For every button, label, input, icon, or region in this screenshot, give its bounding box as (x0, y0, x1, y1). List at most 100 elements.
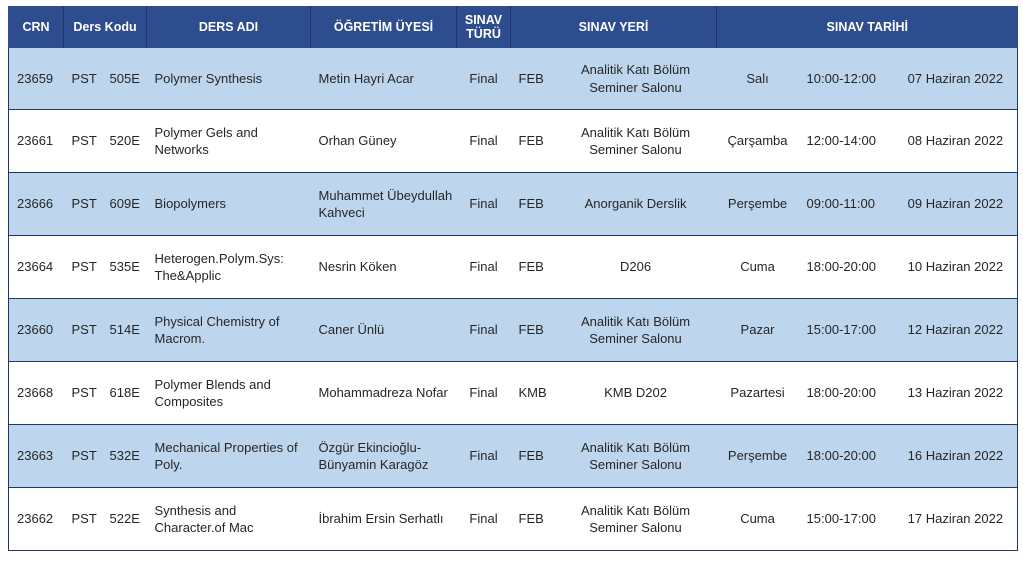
room-cell: Anorganik Derslik (554, 172, 717, 236)
course-name-cell: Polymer Synthesis (146, 48, 311, 110)
date-cell: 13 Haziran 2022 (888, 361, 1019, 425)
crn-cell: 23659 (8, 48, 64, 110)
exam-type-cell: Final (456, 172, 511, 236)
building-cell: FEB (510, 109, 555, 173)
exam-type-cell: Final (456, 487, 511, 551)
course-name-cell: Polymer Blends and Composites (146, 361, 311, 425)
table-row: 23659 PST 505E Polymer Synthesis Metin Hayri… (8, 48, 1019, 110)
instructor-cell: Metin Hayri Acar (310, 48, 457, 110)
day-cell: Perşembe (716, 172, 799, 236)
exam-schedule-table-wrapper: CRN Ders Kodu DERS ADI ÖĞRETİM ÜYESİ SIN… (8, 6, 1019, 551)
day-cell: Pazartesi (716, 361, 799, 425)
exam-type-cell: Final (456, 298, 511, 362)
crn-cell: 23662 (8, 487, 64, 551)
exam-type-cell: Final (456, 424, 511, 488)
header-ogretim-uyesi: ÖĞRETİM ÜYESİ (310, 6, 457, 48)
day-cell: Cuma (716, 487, 799, 551)
instructor-cell: Mohammadreza Nofar (310, 361, 457, 425)
header-sinav-turu: SINAV TÜRÜ (456, 6, 511, 48)
time-cell: 15:00-17:00 (798, 487, 889, 551)
exam-schedule-table: CRN Ders Kodu DERS ADI ÖĞRETİM ÜYESİ SIN… (8, 6, 1019, 551)
course-prefix-cell: PST (63, 487, 102, 551)
table-row: 23664 PST 535E Heterogen.Polym.Sys: The&App… (8, 235, 1019, 299)
table-row: 23660 PST 514E Physical Chemistry of Macrom… (8, 298, 1019, 362)
course-code-cell: 609E (101, 172, 147, 236)
exam-type-cell: Final (456, 109, 511, 173)
course-name-cell: Polymer Gels and Networks (146, 109, 311, 173)
date-cell: 17 Haziran 2022 (888, 487, 1019, 551)
day-cell: Cuma (716, 235, 799, 299)
course-prefix-cell: PST (63, 172, 102, 236)
time-cell: 18:00-20:00 (798, 361, 889, 425)
instructor-cell: İbrahim Ersin Serhatlı (310, 487, 457, 551)
time-cell: 18:00-20:00 (798, 235, 889, 299)
instructor-cell: Nesrin Köken (310, 235, 457, 299)
building-cell: FEB (510, 48, 555, 110)
course-prefix-cell: PST (63, 109, 102, 173)
crn-cell: 23661 (8, 109, 64, 173)
header-sinav-yeri: SINAV YERİ (510, 6, 717, 48)
course-code-cell: 505E (101, 48, 147, 110)
date-cell: 10 Haziran 2022 (888, 235, 1019, 299)
course-code-cell: 535E (101, 235, 147, 299)
course-code-cell: 522E (101, 487, 147, 551)
room-cell: Analitik Katı Bölüm Seminer Salonu (554, 298, 717, 362)
course-code-cell: 520E (101, 109, 147, 173)
table-row: 23666 PST 609E Biopolymers Muhammet Übeydull… (8, 172, 1019, 236)
course-prefix-cell: PST (63, 424, 102, 488)
instructor-cell: Caner Ünlü (310, 298, 457, 362)
time-cell: 15:00-17:00 (798, 298, 889, 362)
header-ders-adi: DERS ADI (146, 6, 311, 48)
exam-type-cell: Final (456, 361, 511, 425)
date-cell: 12 Haziran 2022 (888, 298, 1019, 362)
table-row: 23668 PST 618E Polymer Blends and Composite… (8, 361, 1019, 425)
date-cell: 07 Haziran 2022 (888, 48, 1019, 110)
room-cell: D206 (554, 235, 717, 299)
building-cell: FEB (510, 298, 555, 362)
date-cell: 16 Haziran 2022 (888, 424, 1019, 488)
crn-cell: 23663 (8, 424, 64, 488)
room-cell: Analitik Katı Bölüm Seminer Salonu (554, 109, 717, 173)
exam-type-cell: Final (456, 48, 511, 110)
crn-cell: 23660 (8, 298, 64, 362)
course-prefix-cell: PST (63, 48, 102, 110)
course-prefix-cell: PST (63, 361, 102, 425)
header-ders-kodu: Ders Kodu (62, 6, 147, 48)
room-cell: Analitik Katı Bölüm Seminer Salonu (554, 424, 717, 488)
course-name-cell: Biopolymers (146, 172, 311, 236)
table-row: 23661 PST 520E Polymer Gels and Networks Orh… (8, 109, 1019, 173)
course-prefix-cell: PST (63, 298, 102, 362)
time-cell: 10:00-12:00 (798, 48, 889, 110)
date-cell: 09 Haziran 2022 (888, 172, 1019, 236)
table-row: 23662 PST 522E Synthesis and Character.of M… (8, 487, 1019, 551)
course-name-cell: Mechanical Properties of Poly. (146, 424, 311, 488)
course-prefix-cell: PST (63, 235, 102, 299)
header-crn: CRN (8, 6, 64, 48)
header-sinav-tarihi: SINAV TARİHİ (716, 6, 1018, 48)
course-name-cell: Synthesis and Character.of Mac (146, 487, 311, 551)
course-code-cell: 532E (101, 424, 147, 488)
time-cell: 09:00-11:00 (798, 172, 889, 236)
course-code-cell: 514E (101, 298, 147, 362)
day-cell: Çarşamba (716, 109, 799, 173)
instructor-cell: Muhammet Übeydullah Kahveci (310, 172, 457, 236)
table-row: 23663 PST 532E Mechanical Properties of Pol… (8, 424, 1019, 488)
exam-type-cell: Final (456, 235, 511, 299)
time-cell: 12:00-14:00 (798, 109, 889, 173)
course-name-cell: Physical Chemistry of Macrom. (146, 298, 311, 362)
instructor-cell: Orhan Güney (310, 109, 457, 173)
building-cell: KMB (510, 361, 555, 425)
instructor-cell: Özgür Ekincioğlu-Bünyamin Karagöz (310, 424, 457, 488)
room-cell: KMB D202 (554, 361, 717, 425)
room-cell: Analitik Katı Bölüm Seminer Salonu (554, 48, 717, 110)
course-code-cell: 618E (101, 361, 147, 425)
day-cell: Pazar (716, 298, 799, 362)
day-cell: Salı (716, 48, 799, 110)
building-cell: FEB (510, 235, 555, 299)
day-cell: Perşembe (716, 424, 799, 488)
room-cell: Analitik Katı Bölüm Seminer Salonu (554, 487, 717, 551)
time-cell: 18:00-20:00 (798, 424, 889, 488)
building-cell: FEB (510, 172, 555, 236)
building-cell: FEB (510, 487, 555, 551)
table-body: 23659 PST 505E Polymer Synthesis Metin Hayri… (8, 48, 1019, 551)
